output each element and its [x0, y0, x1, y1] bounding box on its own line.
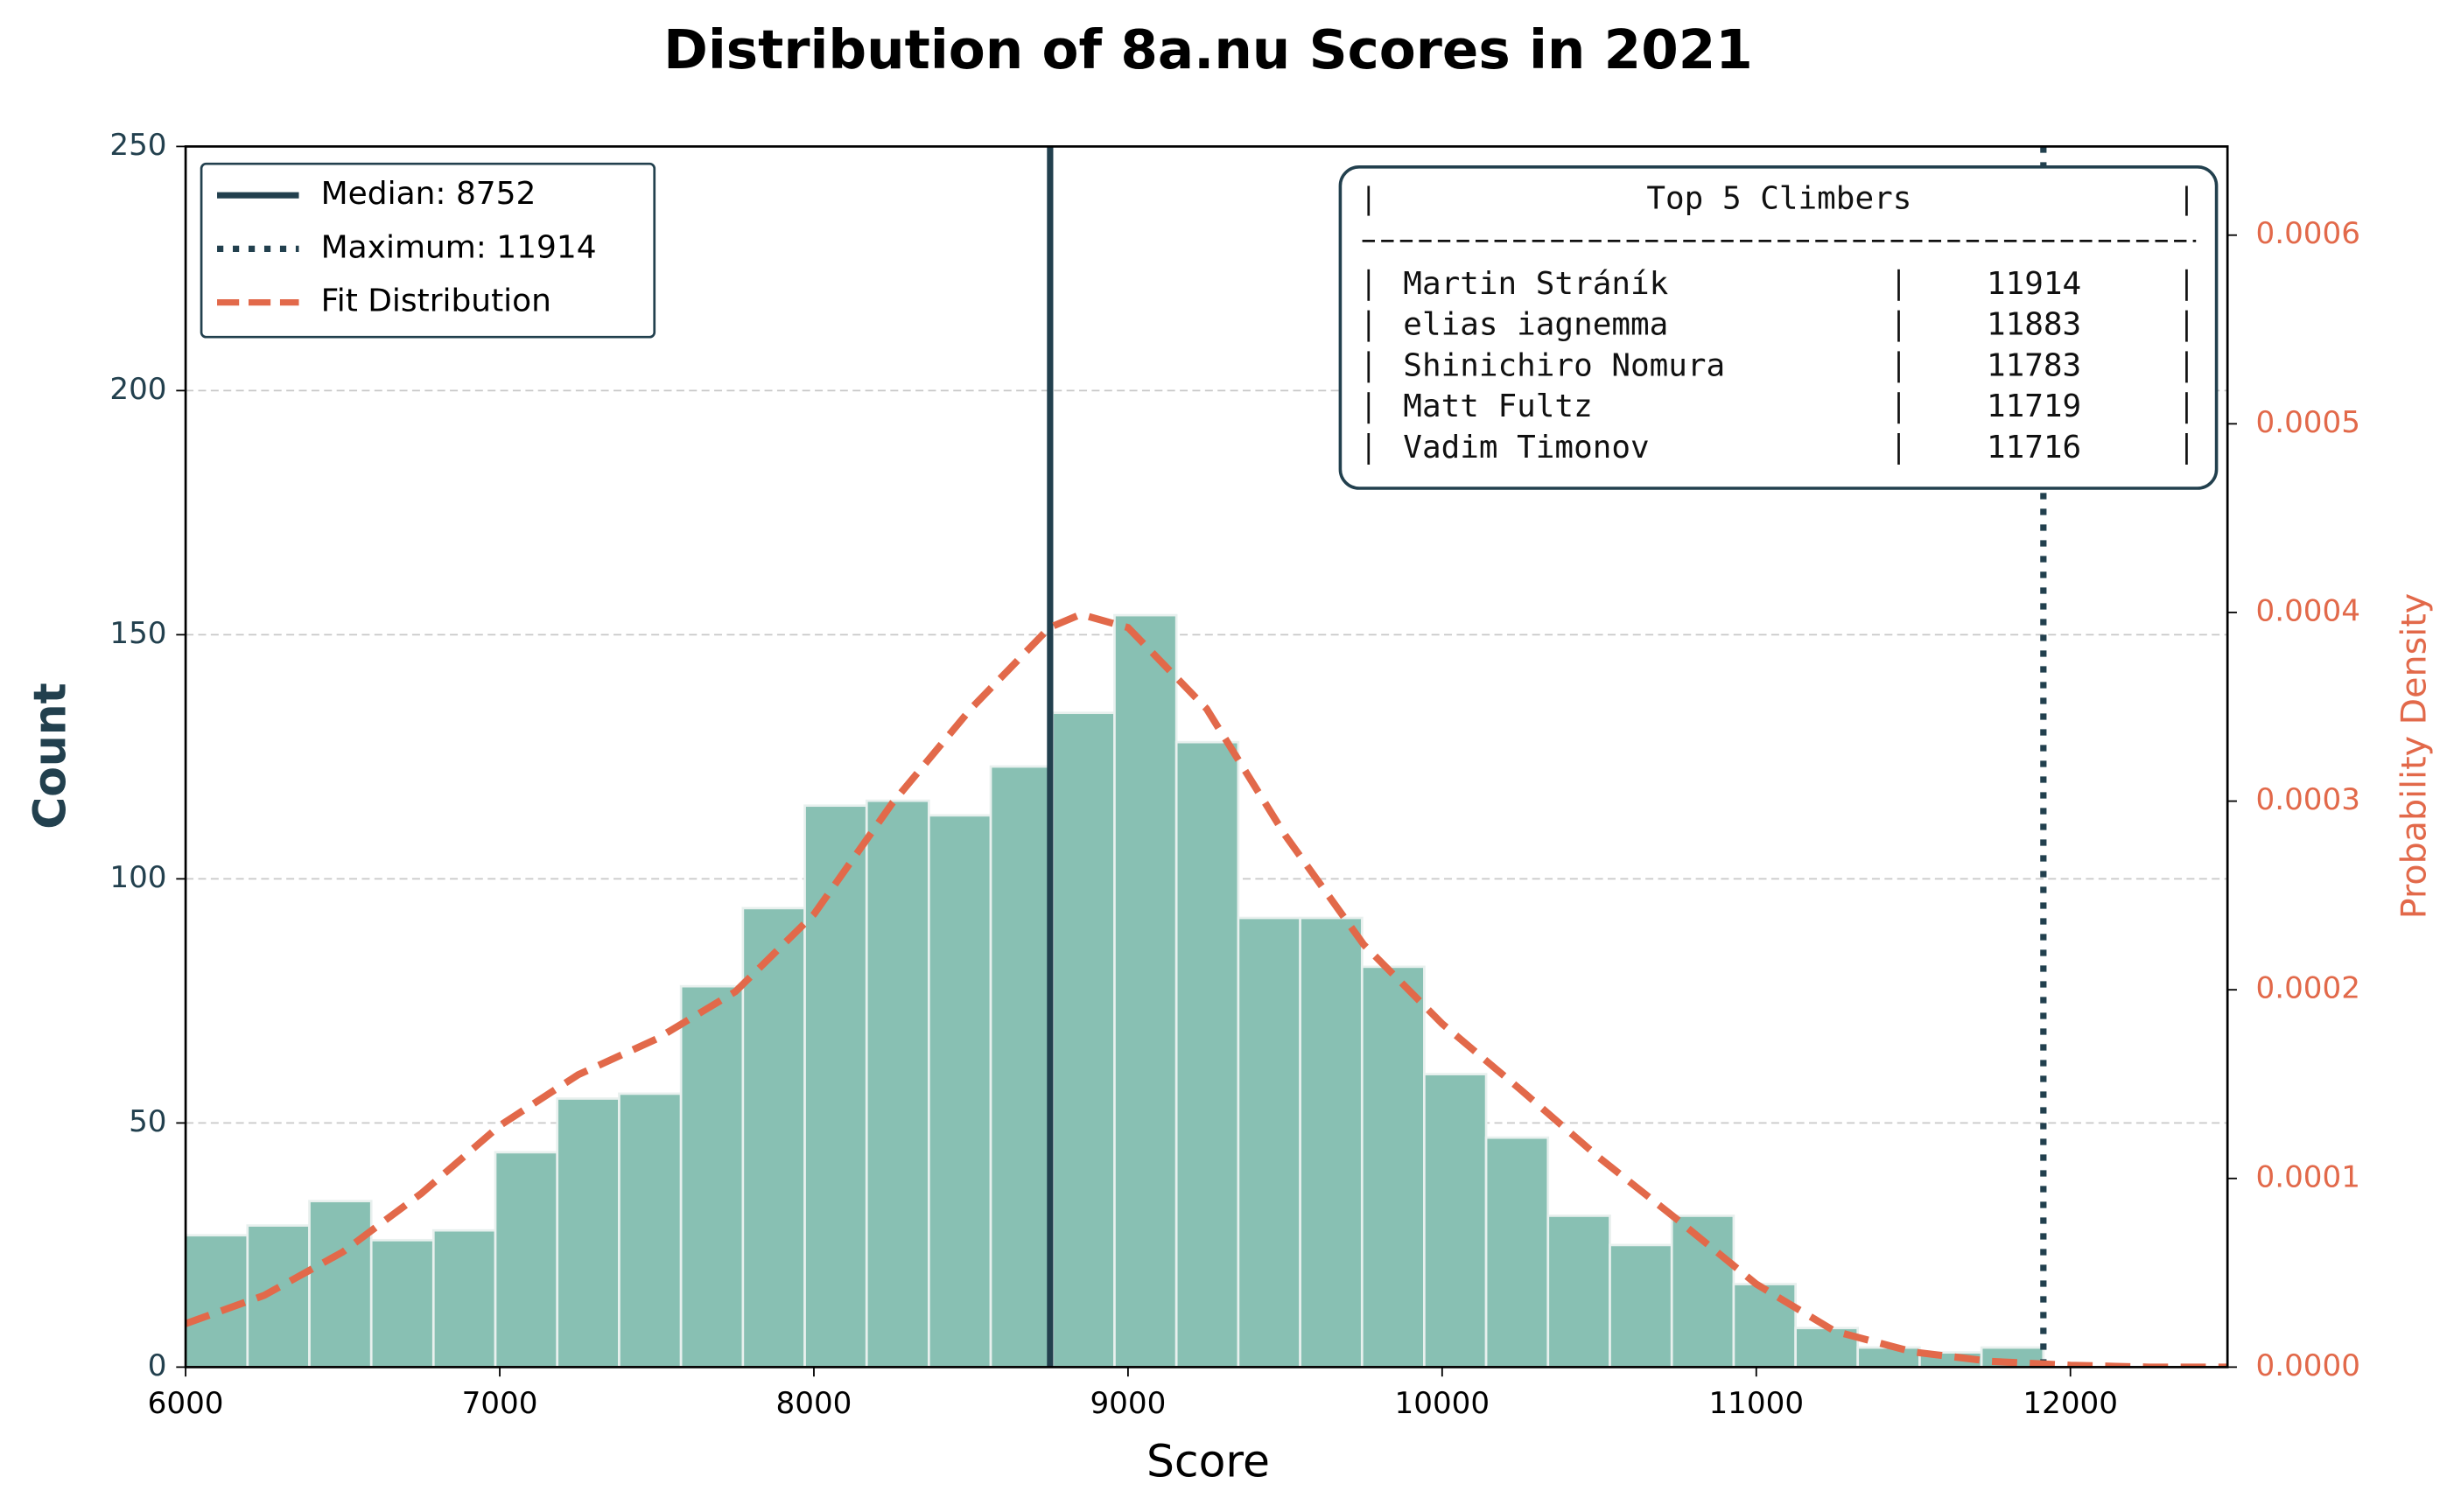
x-tick-label: 9000 [1090, 1386, 1166, 1421]
bar [1484, 1136, 1550, 1368]
bar [1237, 916, 1301, 1368]
legend-label: Maximum: 11914 [321, 229, 597, 265]
bar [741, 906, 806, 1368]
bar [431, 1228, 497, 1368]
bar [989, 765, 1055, 1368]
x-tick-label: 10000 [1395, 1386, 1490, 1421]
bar [1174, 740, 1240, 1368]
climber-score: 11719 [1987, 388, 2081, 424]
climber-name: Vadim Timonov [1403, 430, 1649, 466]
legend-label: Median: 8752 [321, 176, 536, 212]
y2-tick-label: 0.0003 [2256, 782, 2360, 817]
y2-tick-label: 0.0005 [2256, 405, 2360, 440]
legend-label: Fit Distribution [321, 284, 551, 319]
bar [1423, 1073, 1488, 1368]
climber-score: 11716 [1987, 430, 2081, 466]
y-tick-label: 150 [109, 616, 166, 651]
y-tick-label: 100 [109, 860, 166, 895]
climber-name: Martin Stráník [1403, 266, 1668, 302]
plot-frame [184, 145, 2229, 1368]
table-title: Top 5 Climbers [1646, 181, 1911, 217]
bar [369, 1238, 435, 1368]
y2-tick-label: 0.0000 [2256, 1348, 2360, 1383]
bar [1546, 1214, 1611, 1368]
bar [494, 1151, 559, 1368]
table-box [1338, 165, 2219, 490]
top-climbers-table: Top 5 Climbers Martin Stráník 11914 elias i… [1338, 165, 2219, 490]
x-axis-label: Score [1146, 1435, 1270, 1487]
legend-box [200, 162, 656, 339]
climber-score: 11783 [1987, 347, 2081, 383]
bar [1113, 613, 1178, 1368]
climber-score: 11914 [1987, 266, 2081, 302]
x-tick-label: 11000 [1708, 1386, 1804, 1421]
bar [865, 799, 930, 1368]
y-axis-label: Count [25, 682, 76, 829]
fit-curve [186, 610, 2228, 1368]
y-tick-label: 200 [109, 372, 166, 407]
climber-name: Shinichiro Nomura [1403, 347, 1725, 383]
bar [308, 1200, 373, 1368]
climber-name: Matt Fultz [1403, 388, 1592, 424]
bar [1360, 965, 1426, 1368]
legend: Median: 8752 Maximum: 11914 Fit Distributi… [200, 162, 656, 339]
bar [803, 804, 868, 1368]
bar [679, 984, 745, 1368]
bar [1051, 711, 1116, 1368]
climber-name: elias iagnemma [1403, 307, 1668, 343]
climber-score: 11883 [1987, 307, 2081, 343]
x-tick-label: 8000 [776, 1386, 852, 1421]
y-tick-label: 50 [129, 1104, 166, 1139]
bar [1609, 1243, 1673, 1368]
x-tick-label: 7000 [462, 1386, 538, 1421]
x-tick-label: 12000 [2023, 1386, 2118, 1421]
bar [556, 1097, 621, 1368]
x-tick-label: 6000 [148, 1386, 224, 1421]
y-tick-label: 0 [148, 1348, 167, 1383]
y-tick-label: 250 [109, 128, 166, 163]
y2-tick-label: 0.0006 [2256, 216, 2360, 251]
bar [1299, 916, 1364, 1368]
bar [1856, 1346, 1921, 1368]
bar [927, 814, 992, 1368]
plot-area: 0 50 100 150 200 250 6000 7000 8000 9000 10000 1100… [109, 128, 2360, 1421]
y2-axis-label: Probability Density [2394, 593, 2434, 919]
chart-title: Distribution of 8a.nu Scores in 2021 [663, 19, 1753, 81]
y2-tick-label: 0.0001 [2256, 1159, 2360, 1194]
histogram [186, 613, 2045, 1368]
bar [618, 1092, 683, 1368]
bar [1732, 1283, 1797, 1368]
y2-tick-label: 0.0002 [2256, 971, 2360, 1006]
y2-tick-label: 0.0004 [2256, 593, 2360, 628]
